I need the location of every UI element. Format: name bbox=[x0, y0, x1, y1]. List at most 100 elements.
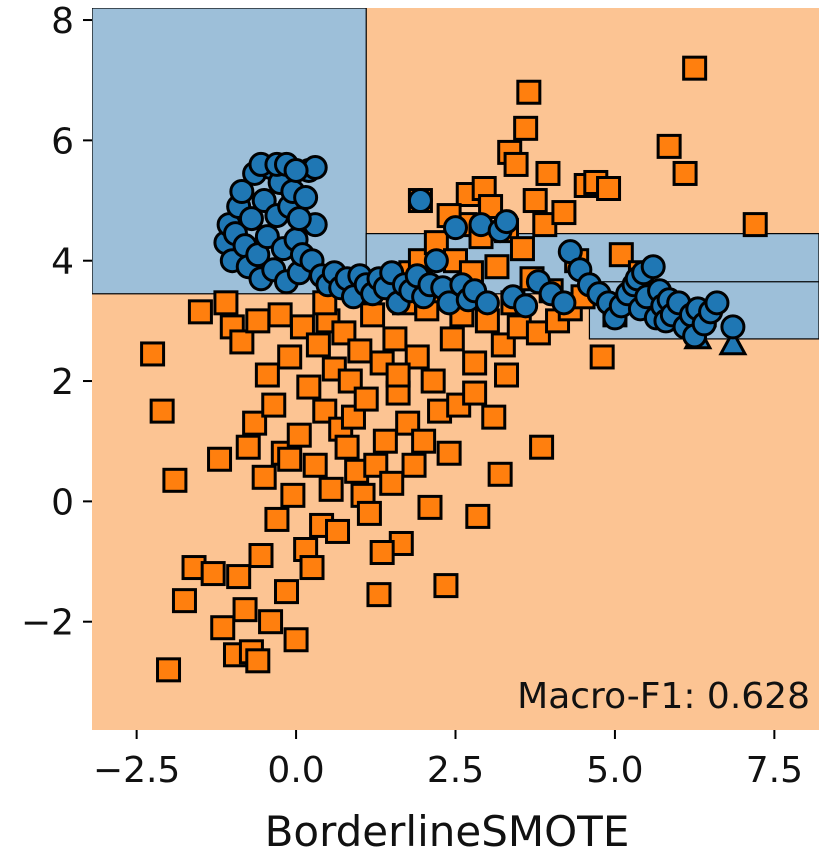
decision-regions bbox=[92, 8, 819, 730]
square-point bbox=[672, 160, 698, 186]
x-tick-label: 7.5 bbox=[746, 750, 803, 791]
square-point bbox=[596, 176, 622, 201]
square-point bbox=[379, 470, 405, 496]
square-point bbox=[280, 482, 306, 508]
square-point bbox=[264, 506, 290, 532]
square-point bbox=[481, 404, 507, 430]
circle-point bbox=[720, 314, 746, 340]
square-point bbox=[171, 588, 197, 614]
square-point bbox=[404, 344, 430, 370]
square-point bbox=[484, 254, 510, 280]
square-point bbox=[210, 615, 236, 641]
circle-point bbox=[551, 290, 577, 316]
square-point bbox=[337, 368, 363, 394]
square-point bbox=[305, 332, 331, 358]
circle-point bbox=[238, 206, 264, 232]
square-point bbox=[283, 627, 309, 653]
square-point bbox=[235, 434, 261, 460]
square-point bbox=[334, 434, 360, 460]
y-tick-label: 4 bbox=[51, 242, 74, 283]
square-point bbox=[535, 160, 561, 186]
circle-point bbox=[513, 293, 539, 319]
square-point bbox=[318, 476, 344, 502]
y-tick-label: 2 bbox=[51, 362, 74, 403]
data-points bbox=[140, 55, 768, 683]
square-point bbox=[299, 555, 325, 581]
square-point bbox=[242, 410, 268, 436]
square-point bbox=[417, 494, 443, 520]
circle-point bbox=[494, 209, 520, 235]
square-point bbox=[232, 597, 258, 623]
square-point bbox=[254, 362, 280, 388]
square-point bbox=[395, 410, 421, 436]
square-point bbox=[340, 404, 366, 430]
circle-point bbox=[704, 290, 730, 316]
square-point bbox=[347, 338, 373, 364]
x-tick-label: −2.5 bbox=[93, 750, 180, 791]
square-point bbox=[436, 440, 462, 466]
circle-point bbox=[423, 248, 449, 274]
square-point bbox=[213, 290, 239, 316]
square-point bbox=[277, 446, 303, 472]
circle-point bbox=[229, 179, 255, 205]
square-point bbox=[286, 422, 312, 448]
square-point bbox=[312, 398, 338, 424]
square-point bbox=[494, 362, 520, 388]
square-point bbox=[369, 540, 395, 566]
square-point bbox=[356, 500, 382, 526]
square-point bbox=[487, 461, 513, 487]
square-point bbox=[302, 452, 328, 478]
square-point bbox=[140, 341, 166, 367]
square-point bbox=[353, 386, 379, 412]
x-tick-label: 0.0 bbox=[267, 750, 324, 791]
square-point bbox=[162, 467, 188, 493]
circle-point bbox=[283, 157, 309, 183]
square-point bbox=[529, 434, 555, 460]
square-point bbox=[289, 314, 315, 340]
square-point bbox=[251, 464, 277, 490]
x-axis: −2.5 0.0 2.5 5.0 7.5 bbox=[93, 730, 803, 791]
square-point bbox=[465, 503, 491, 529]
y-tick-label: 0 bbox=[51, 482, 74, 523]
square-point bbox=[742, 212, 768, 238]
circle-point bbox=[286, 206, 312, 232]
square-point bbox=[261, 392, 287, 418]
square-point bbox=[433, 573, 459, 599]
square-point bbox=[366, 582, 392, 608]
square-point bbox=[411, 428, 437, 454]
square-point bbox=[608, 242, 634, 268]
square-point bbox=[200, 561, 226, 587]
square-point bbox=[522, 188, 548, 214]
square-point bbox=[516, 79, 542, 105]
square-point bbox=[245, 648, 271, 674]
x-axis-title: BorderlineSMOTE bbox=[265, 807, 630, 853]
square-point bbox=[156, 657, 182, 683]
square-point bbox=[207, 446, 233, 472]
y-tick-label: 6 bbox=[51, 121, 74, 162]
square-point bbox=[462, 350, 488, 376]
y-axis: −2 0 2 4 6 8 bbox=[21, 1, 92, 644]
x-tick-label: 2.5 bbox=[427, 750, 484, 791]
square-point bbox=[420, 368, 446, 394]
square-point bbox=[462, 380, 488, 406]
square-point bbox=[385, 362, 411, 388]
square-point bbox=[277, 344, 303, 370]
square-point bbox=[274, 579, 300, 605]
square-point bbox=[331, 320, 357, 346]
x-tick-label: 5.0 bbox=[586, 750, 643, 791]
circle-point bbox=[293, 185, 319, 211]
square-point bbox=[325, 518, 351, 544]
square-point bbox=[439, 326, 465, 352]
square-point bbox=[363, 452, 389, 478]
square-point bbox=[490, 332, 516, 358]
square-point bbox=[372, 428, 398, 454]
square-point bbox=[682, 55, 708, 81]
square-point bbox=[296, 374, 322, 400]
square-point bbox=[656, 133, 682, 159]
square-point bbox=[258, 609, 284, 635]
circle-point bbox=[407, 188, 433, 214]
circle-point bbox=[474, 290, 500, 316]
square-point bbox=[248, 543, 274, 569]
y-tick-label: 8 bbox=[51, 1, 74, 42]
